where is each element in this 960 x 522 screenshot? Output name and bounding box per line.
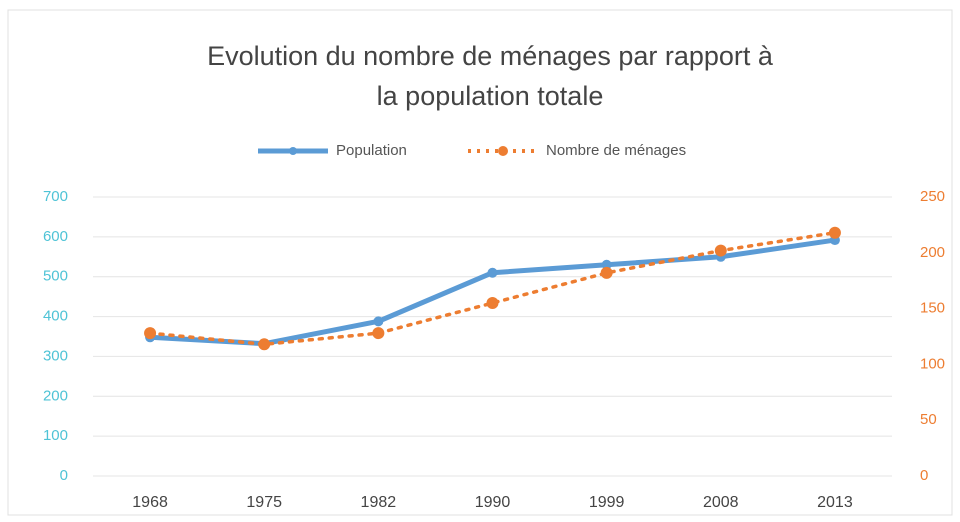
data-point: [600, 266, 613, 279]
data-point: [144, 327, 157, 340]
x-tick-label: 1968: [132, 494, 168, 511]
y-tick-label: 100: [43, 427, 68, 444]
data-point: [486, 297, 499, 310]
y-tick-label: 700: [43, 188, 68, 205]
x-tick-label: 2013: [817, 494, 853, 511]
chart-title: Evolution du nombre de ménages par rappo…: [207, 41, 774, 71]
y-tick-label: 200: [43, 387, 68, 404]
y-tick-label: 500: [43, 268, 68, 285]
y2-tick-label: 200: [920, 244, 945, 261]
data-point: [487, 267, 498, 278]
y-tick-label: 400: [43, 308, 68, 325]
legend-label: Nombre de ménages: [546, 142, 686, 159]
y2-tick-label: 100: [920, 355, 945, 372]
data-point: [373, 316, 384, 327]
y2-tick-label: 250: [920, 188, 945, 205]
data-point: [714, 244, 727, 257]
data-point: [258, 338, 271, 351]
x-tick-label: 1982: [361, 494, 397, 511]
x-tick-label: 1990: [475, 494, 511, 511]
data-point: [601, 259, 612, 270]
y-tick-label: 0: [60, 467, 68, 484]
chart-title: la population totale: [377, 81, 604, 111]
x-tick-label: 1999: [589, 494, 625, 511]
x-tick-label: 1975: [246, 494, 282, 511]
data-point: [372, 327, 385, 340]
legend-marker: [498, 146, 508, 156]
y-tick-label: 600: [43, 228, 68, 245]
y2-tick-label: 150: [920, 300, 945, 317]
legend-label: Population: [336, 142, 407, 159]
chart-frame: [7, 9, 953, 516]
data-point: [828, 226, 841, 239]
legend-marker: [289, 147, 297, 155]
y-tick-label: 300: [43, 347, 68, 364]
x-tick-label: 2008: [703, 494, 739, 511]
y2-tick-label: 50: [920, 411, 937, 428]
y2-tick-label: 0: [920, 467, 928, 484]
